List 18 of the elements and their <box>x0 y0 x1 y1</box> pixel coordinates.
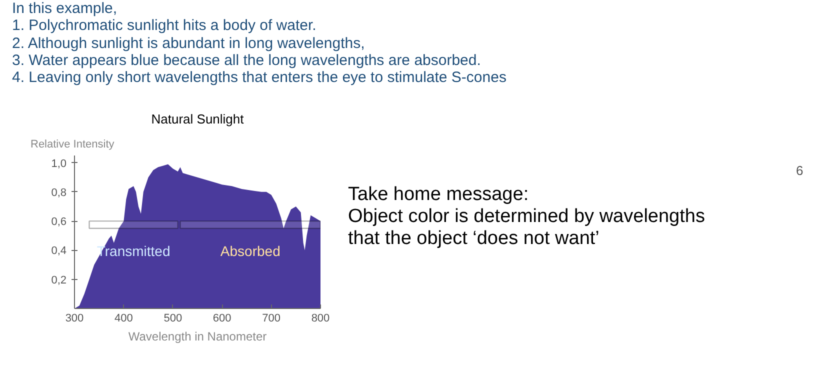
y-axis-title: Relative Intensity <box>30 138 115 150</box>
x-tick-label: 500 <box>164 312 182 324</box>
y-tick-label: 0,2 <box>51 274 67 286</box>
x-tick-label: 700 <box>262 312 280 324</box>
y-tick-label: 0,6 <box>51 216 67 228</box>
x-tick-label: 300 <box>65 312 84 324</box>
text: 6 <box>796 163 804 179</box>
x-tick-label: 600 <box>212 312 232 324</box>
y-tick-label: 0,8 <box>51 186 67 199</box>
text: Take home message: Object color is determined by wavelengths that the object ‘does not want’ <box>348 184 705 250</box>
chart-title: Natural Sunlight <box>151 112 244 126</box>
y-tick-label: 1,0 <box>51 158 67 170</box>
text: In this example, 1. Polychromatic sunlight hits a body of water. 2. Although sunlight is abundant in long wavelengths, 3. Water appears blue because all the long wavelengths are absorbed. 4. Leaving only short wavelengths that enters the eye to stimulate S-cones <box>12 0 506 86</box>
x-tick-label: 400 <box>114 312 133 324</box>
y-tick-label: 0,4 <box>51 245 67 258</box>
x-tick-label: 800 <box>311 312 330 324</box>
band-label: Absorbed <box>220 242 280 259</box>
x-axis-title: Wavelength in Nanometer <box>128 330 267 344</box>
